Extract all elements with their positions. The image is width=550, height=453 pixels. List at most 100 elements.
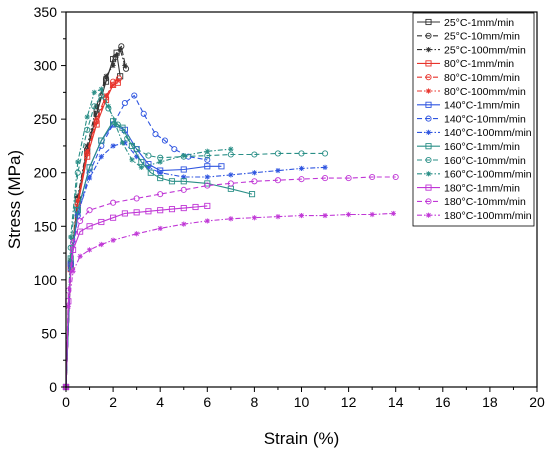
data-point bbox=[181, 152, 187, 159]
data-point bbox=[168, 206, 176, 213]
data-point bbox=[98, 86, 104, 92]
data-point bbox=[228, 172, 234, 178]
data-point bbox=[248, 191, 256, 198]
legend-entry: 25°C-100mm/min bbox=[417, 44, 526, 56]
y-tick-label: 200 bbox=[34, 165, 58, 181]
data-point bbox=[110, 199, 117, 206]
legend-label: 140°C-100mm/min bbox=[444, 127, 532, 139]
data-point bbox=[65, 304, 71, 310]
legend-entry: 180°C-10mm/min bbox=[417, 196, 526, 208]
data-point bbox=[103, 92, 109, 99]
legend-label: 160°C-10mm/min bbox=[444, 155, 526, 167]
data-point bbox=[134, 154, 140, 160]
data-point bbox=[369, 211, 375, 218]
legend-entry: 160°C-1mm/min bbox=[417, 141, 520, 153]
data-point bbox=[68, 234, 74, 240]
data-point bbox=[275, 214, 281, 220]
legend-box bbox=[412, 12, 535, 227]
legend-entry: 25°C-1mm/min bbox=[417, 17, 514, 29]
data-point bbox=[204, 182, 211, 189]
series-line bbox=[65, 88, 231, 388]
legend-swatch-marker bbox=[425, 88, 432, 94]
legend-swatch-marker bbox=[425, 171, 432, 177]
data-point bbox=[74, 169, 81, 176]
data-point bbox=[121, 100, 128, 107]
data-point bbox=[84, 148, 90, 154]
data-point bbox=[168, 178, 176, 185]
series-14 bbox=[63, 210, 396, 390]
legend-swatch-marker bbox=[425, 60, 432, 67]
data-point bbox=[75, 159, 81, 165]
data-point bbox=[133, 209, 140, 216]
data-point bbox=[124, 135, 131, 142]
data-point bbox=[140, 110, 147, 117]
data-point bbox=[321, 175, 329, 182]
legend-swatch-marker bbox=[425, 101, 432, 108]
data-point bbox=[275, 167, 281, 174]
data-point bbox=[204, 156, 211, 163]
legend-swatch-marker bbox=[425, 198, 432, 205]
legend-entry: 140°C-100mm/min bbox=[417, 127, 532, 139]
data-point bbox=[91, 103, 98, 110]
data-point bbox=[70, 239, 77, 246]
x-tick-label: 16 bbox=[435, 394, 451, 410]
legend-label: 180°C-1mm/min bbox=[444, 182, 520, 194]
legend-entry: 160°C-100mm/min bbox=[417, 169, 532, 181]
data-point bbox=[84, 114, 90, 120]
series-8 bbox=[63, 140, 328, 390]
x-tick-label: 10 bbox=[294, 394, 310, 410]
legend-label: 160°C-1mm/min bbox=[444, 141, 520, 153]
data-point bbox=[322, 212, 328, 219]
data-point bbox=[204, 148, 210, 154]
data-point bbox=[157, 175, 164, 182]
data-point bbox=[152, 131, 159, 138]
series-line bbox=[65, 212, 394, 388]
data-point bbox=[157, 207, 164, 214]
y-tick-label: 50 bbox=[41, 325, 57, 341]
data-point bbox=[145, 152, 152, 159]
data-point bbox=[161, 137, 168, 144]
data-point bbox=[98, 241, 104, 248]
data-point bbox=[192, 203, 199, 211]
data-point bbox=[110, 214, 117, 221]
series-line bbox=[65, 142, 326, 388]
legend-entry: 80°C-10mm/min bbox=[417, 72, 520, 84]
legend-label: 80°C-10mm/min bbox=[444, 72, 520, 84]
legend-entry: 180°C-1mm/min bbox=[417, 182, 520, 194]
data-point bbox=[204, 174, 210, 180]
legend-swatch-marker bbox=[425, 156, 432, 164]
data-point bbox=[227, 151, 234, 158]
data-point bbox=[86, 223, 93, 230]
data-point bbox=[157, 170, 163, 176]
data-point bbox=[251, 178, 258, 185]
data-point bbox=[228, 146, 234, 152]
y-tick-label: 0 bbox=[49, 379, 57, 395]
data-point bbox=[298, 176, 305, 183]
data-point bbox=[369, 173, 376, 181]
x-tick-label: 18 bbox=[482, 394, 498, 410]
x-tick-label: 2 bbox=[109, 394, 117, 410]
data-point bbox=[84, 126, 91, 133]
data-point bbox=[121, 210, 128, 217]
data-point bbox=[77, 253, 83, 259]
data-point bbox=[110, 82, 116, 88]
y-tick-label: 250 bbox=[34, 111, 58, 127]
data-point bbox=[122, 62, 128, 69]
legend-entry: 140°C-1mm/min bbox=[417, 100, 520, 112]
data-point bbox=[86, 247, 93, 253]
legend-label: 140°C-1mm/min bbox=[444, 100, 520, 112]
data-point bbox=[346, 211, 352, 218]
data-point bbox=[251, 151, 258, 158]
data-point bbox=[145, 208, 152, 215]
plot-series-group bbox=[62, 43, 399, 391]
data-point bbox=[133, 195, 140, 202]
data-point bbox=[110, 143, 116, 149]
data-point bbox=[251, 170, 257, 176]
data-point bbox=[86, 164, 93, 171]
data-point bbox=[204, 218, 210, 224]
data-point bbox=[157, 159, 163, 165]
data-point bbox=[91, 89, 97, 95]
